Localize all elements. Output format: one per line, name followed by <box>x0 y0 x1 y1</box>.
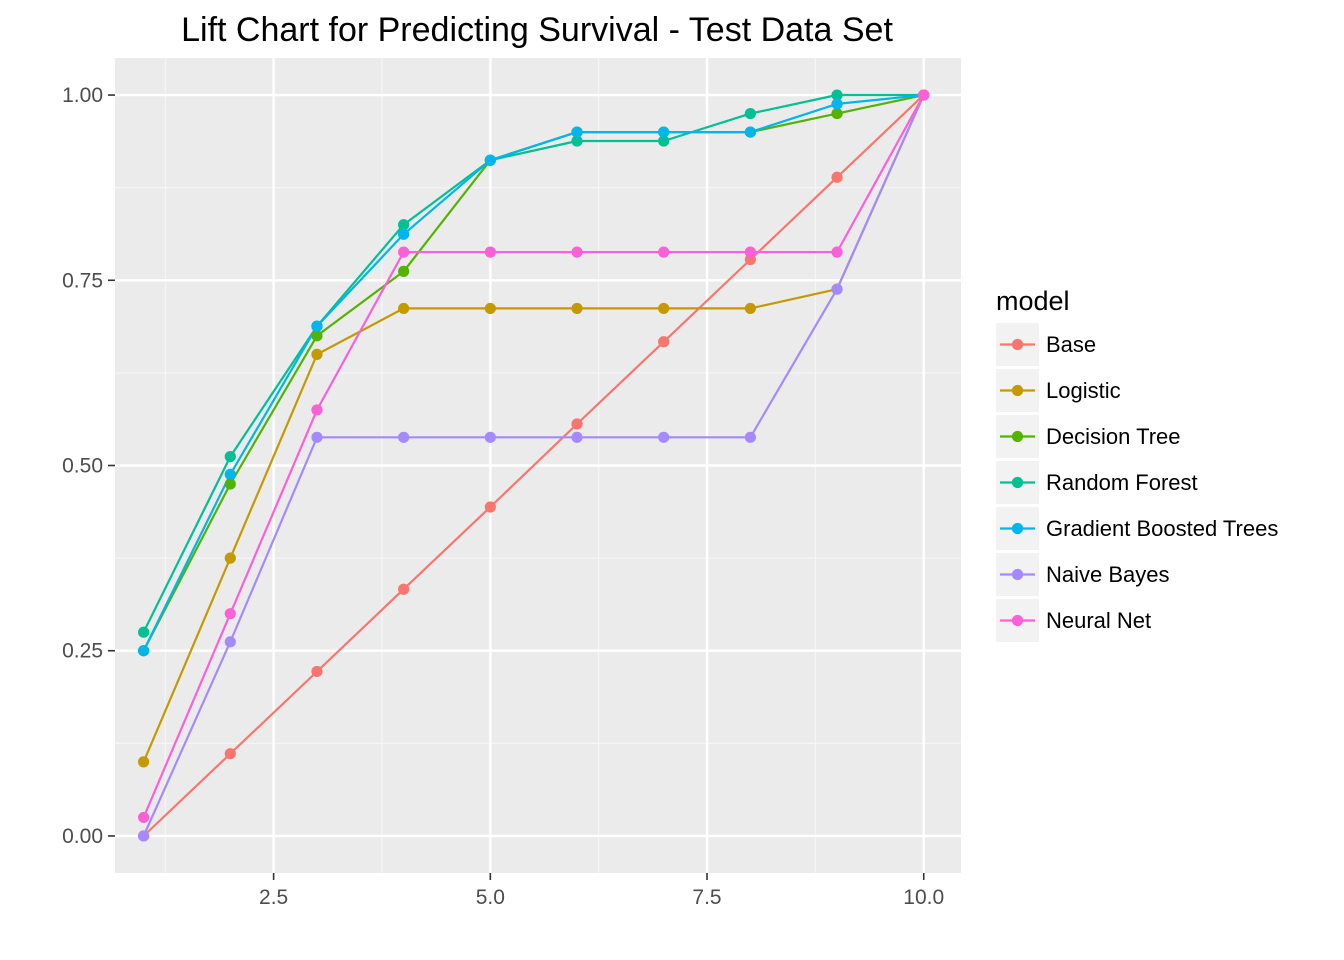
legend-point-naive-bayes <box>1011 568 1024 581</box>
legend-point-logistic <box>1011 384 1024 397</box>
y-tick-label: 0.75 <box>62 269 103 292</box>
data-point-naive-bayes <box>484 431 496 443</box>
data-point-base <box>484 501 496 513</box>
data-point-random-forest <box>571 135 583 147</box>
data-point-gradient-boosted-trees <box>484 154 496 166</box>
data-point-gradient-boosted-trees <box>831 98 843 110</box>
data-point-neural-net <box>311 404 323 416</box>
legend-label-random-forest: Random Forest <box>1046 470 1198 495</box>
legend-label-logistic: Logistic <box>1046 378 1121 403</box>
data-point-gradient-boosted-trees <box>658 126 670 138</box>
data-point-naive-bayes <box>398 431 410 443</box>
y-tick-label: 0.00 <box>62 825 103 848</box>
series-line-logistic <box>142 94 925 763</box>
data-point-neural-net <box>571 246 583 258</box>
data-point-naive-bayes <box>831 283 843 295</box>
legend-label-neural-net: Neural Net <box>1046 608 1151 633</box>
data-point-naive-bayes <box>744 431 756 443</box>
data-point-base <box>311 665 323 678</box>
data-point-gradient-boosted-trees <box>744 126 756 138</box>
data-point-gradient-boosted-trees <box>224 468 236 480</box>
legend-point-gradient-boosted-trees <box>1011 522 1024 535</box>
data-point-gradient-boosted-trees <box>138 645 150 657</box>
data-point-base <box>831 171 843 183</box>
data-point-naive-bayes <box>658 431 670 443</box>
x-tick-label: 5.0 <box>476 886 505 909</box>
data-point-naive-bayes <box>138 830 150 842</box>
data-point-gradient-boosted-trees <box>398 228 410 240</box>
data-point-neural-net <box>224 608 236 620</box>
data-point-base <box>224 748 236 760</box>
data-point-neural-net <box>398 246 410 258</box>
data-point-logistic <box>224 552 236 564</box>
legend-point-neural-net <box>1011 614 1024 627</box>
data-point-decision-tree <box>831 107 843 120</box>
data-point-base <box>658 336 670 348</box>
legend-title: model <box>996 286 1070 316</box>
data-point-logistic <box>138 756 150 768</box>
series-line-random-forest <box>142 93 924 633</box>
data-point-random-forest <box>398 219 410 231</box>
data-point-random-forest <box>658 135 670 147</box>
data-point-logistic <box>398 302 410 315</box>
data-point-base <box>571 418 583 430</box>
x-tick-label: 2.5 <box>259 886 288 909</box>
data-point-decision-tree <box>398 265 410 277</box>
y-axis: 0.00 0.25 0.50 0.75 1.00 <box>62 84 115 848</box>
y-tick-label: 1.00 <box>62 84 103 107</box>
legend-label-gradient-boosted-trees: Gradient Boosted Trees <box>1046 516 1278 541</box>
legend-point-random-forest <box>1011 476 1024 489</box>
data-point-neural-net <box>658 246 670 258</box>
legend-label-decision-tree: Decision Tree <box>1046 424 1181 449</box>
data-point-random-forest <box>744 107 756 120</box>
series-lines <box>142 93 925 837</box>
grid-major <box>115 58 961 873</box>
data-point-naive-bayes <box>311 431 323 443</box>
data-point-logistic <box>658 302 670 315</box>
series-line-naive-bayes <box>142 94 925 837</box>
y-tick-label: 0.50 <box>62 455 103 478</box>
x-axis: 2.5 5.0 7.5 10.0 <box>259 873 944 909</box>
series-line-gradient-boosted-trees <box>142 93 924 652</box>
data-point-logistic <box>744 302 756 315</box>
legend: model Base Logistic Decision Tree Random Fo… <box>996 286 1278 642</box>
y-tick-label: 0.25 <box>62 640 103 663</box>
chart-title: Lift Chart for Predicting Survival - Tes… <box>181 11 893 49</box>
legend-point-base <box>1011 338 1024 351</box>
data-point-gradient-boosted-trees <box>311 320 323 332</box>
data-point-decision-tree <box>224 478 236 490</box>
data-point-logistic <box>484 302 496 315</box>
data-point-random-forest <box>224 451 236 463</box>
x-tick-label: 10.0 <box>903 886 944 909</box>
data-point-gradient-boosted-trees <box>571 126 583 138</box>
data-point-base <box>398 583 410 595</box>
data-point-neural-net <box>918 89 930 101</box>
data-point-neural-net <box>138 811 150 824</box>
data-point-logistic <box>571 302 583 315</box>
legend-label-base: Base <box>1046 332 1096 357</box>
data-point-neural-net <box>484 246 496 258</box>
data-point-random-forest <box>831 89 843 101</box>
series-points <box>138 89 930 842</box>
legend-label-naive-bayes: Naive Bayes <box>1046 562 1170 587</box>
data-point-naive-bayes <box>224 636 236 648</box>
series-line-neural-net <box>142 94 925 818</box>
data-point-decision-tree <box>311 330 323 342</box>
data-point-random-forest <box>138 626 150 638</box>
data-point-neural-net <box>744 246 756 258</box>
data-point-logistic <box>311 348 323 360</box>
legend-point-decision-tree <box>1011 430 1024 443</box>
data-point-neural-net <box>831 246 843 258</box>
data-point-naive-bayes <box>571 431 583 443</box>
series-line-base <box>142 94 925 837</box>
x-tick-label: 7.5 <box>692 886 721 909</box>
